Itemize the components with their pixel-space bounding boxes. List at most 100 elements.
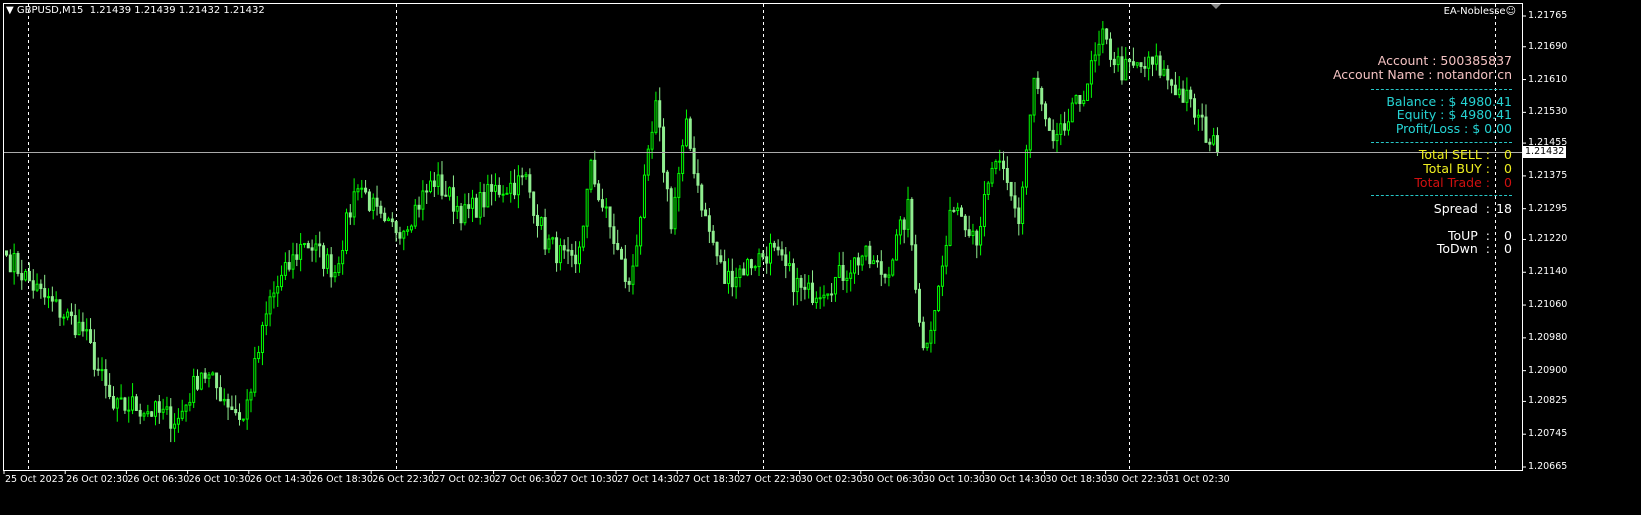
- candle-body: [883, 273, 887, 278]
- candle: [982, 181, 986, 237]
- candle-body: [451, 187, 455, 212]
- candle-body: [394, 221, 398, 234]
- candle-body: [1162, 68, 1166, 76]
- candle: [1097, 30, 1101, 66]
- candle-body: [944, 244, 948, 267]
- candle: [196, 369, 199, 391]
- candle-body: [344, 212, 348, 252]
- candle-body: [1074, 95, 1078, 104]
- price-tick-label: 1.21690: [1528, 40, 1568, 52]
- candle-body: [1021, 186, 1025, 225]
- price-tick-label: 1.21060: [1528, 299, 1568, 311]
- candle-body: [58, 299, 62, 318]
- candle: [688, 116, 692, 152]
- to-down-value: 0: [1504, 241, 1512, 256]
- candle-body: [356, 188, 360, 193]
- candle: [314, 234, 318, 263]
- candle-body: [1013, 195, 1017, 209]
- candle-body: [337, 263, 341, 273]
- candle: [295, 243, 299, 267]
- candle: [203, 368, 207, 384]
- candle: [715, 241, 719, 265]
- time-tick-label: 27 Oct 18:30: [678, 474, 741, 485]
- candle: [5, 250, 8, 257]
- time-tick-label: 26 Oct 22:30: [372, 474, 435, 485]
- candles: [5, 21, 1219, 443]
- candle: [27, 262, 31, 282]
- candle-body: [306, 243, 310, 249]
- candle-body: [627, 280, 631, 285]
- candle-body: [50, 296, 54, 302]
- candle: [853, 257, 857, 284]
- time-tick-label: 26 Oct 02:30: [66, 474, 129, 485]
- candle: [1154, 43, 1158, 71]
- candle-body: [66, 311, 70, 318]
- candle-body: [188, 401, 192, 406]
- candle: [245, 389, 249, 430]
- candle-body: [864, 245, 868, 257]
- candle-body: [875, 260, 879, 263]
- price-tick-label: 1.21375: [1528, 169, 1568, 181]
- candle: [238, 403, 242, 426]
- candle: [1040, 86, 1044, 112]
- time-tick-label: 31 Oct 02:30: [1167, 474, 1230, 485]
- candle: [417, 196, 421, 218]
- candle: [291, 242, 295, 279]
- candle: [730, 258, 734, 297]
- candle: [566, 237, 570, 265]
- candle-body: [1120, 56, 1124, 81]
- candle: [444, 180, 448, 197]
- scroll-marker-icon[interactable]: [1211, 4, 1221, 9]
- price-tick-label: 1.20900: [1528, 364, 1568, 376]
- candle: [192, 368, 196, 408]
- candle-body: [822, 294, 826, 299]
- candle: [1074, 94, 1078, 105]
- candle-body: [165, 406, 169, 410]
- candle: [700, 183, 704, 217]
- candle: [329, 247, 333, 288]
- total-trade: Total Trade :0: [1414, 175, 1512, 190]
- candle-body: [960, 207, 963, 217]
- candle: [711, 225, 715, 246]
- dropdown-triangle-icon[interactable]: ▼: [6, 5, 17, 16]
- candle: [199, 372, 203, 391]
- candle-body: [749, 259, 753, 269]
- candle-body: [895, 234, 899, 261]
- candle-body: [142, 413, 146, 417]
- candle: [100, 357, 104, 382]
- candle: [669, 186, 673, 234]
- candle: [818, 286, 822, 309]
- candle-body: [1009, 181, 1013, 197]
- ea-name: EA-Noblesse: [1443, 6, 1506, 17]
- candle-body: [799, 277, 803, 288]
- candle-body: [535, 214, 539, 227]
- candle: [356, 184, 360, 201]
- candle-body: [1108, 38, 1112, 60]
- candle: [898, 216, 902, 245]
- candle-body: [746, 259, 750, 276]
- candle: [528, 168, 532, 199]
- candle-body: [1131, 61, 1135, 66]
- candle-body: [704, 209, 708, 217]
- candle: [387, 216, 390, 222]
- candle-body: [979, 225, 983, 246]
- candle: [161, 398, 165, 420]
- candle-body: [1036, 77, 1040, 90]
- ea-label: EA-Noblesse☺: [1444, 6, 1516, 17]
- candle: [325, 248, 329, 274]
- candle: [1116, 47, 1120, 72]
- candle-body: [299, 243, 303, 260]
- candle: [142, 411, 146, 421]
- candle: [1036, 71, 1040, 95]
- candle-body: [853, 257, 857, 274]
- candle: [791, 258, 795, 306]
- candle: [1059, 114, 1063, 146]
- candle: [895, 229, 899, 261]
- candle-body: [719, 255, 723, 263]
- candle-body: [1063, 123, 1067, 131]
- candle-body: [153, 401, 157, 417]
- candle-body: [898, 219, 902, 236]
- candle-body: [1059, 123, 1063, 135]
- candle-body: [684, 118, 688, 147]
